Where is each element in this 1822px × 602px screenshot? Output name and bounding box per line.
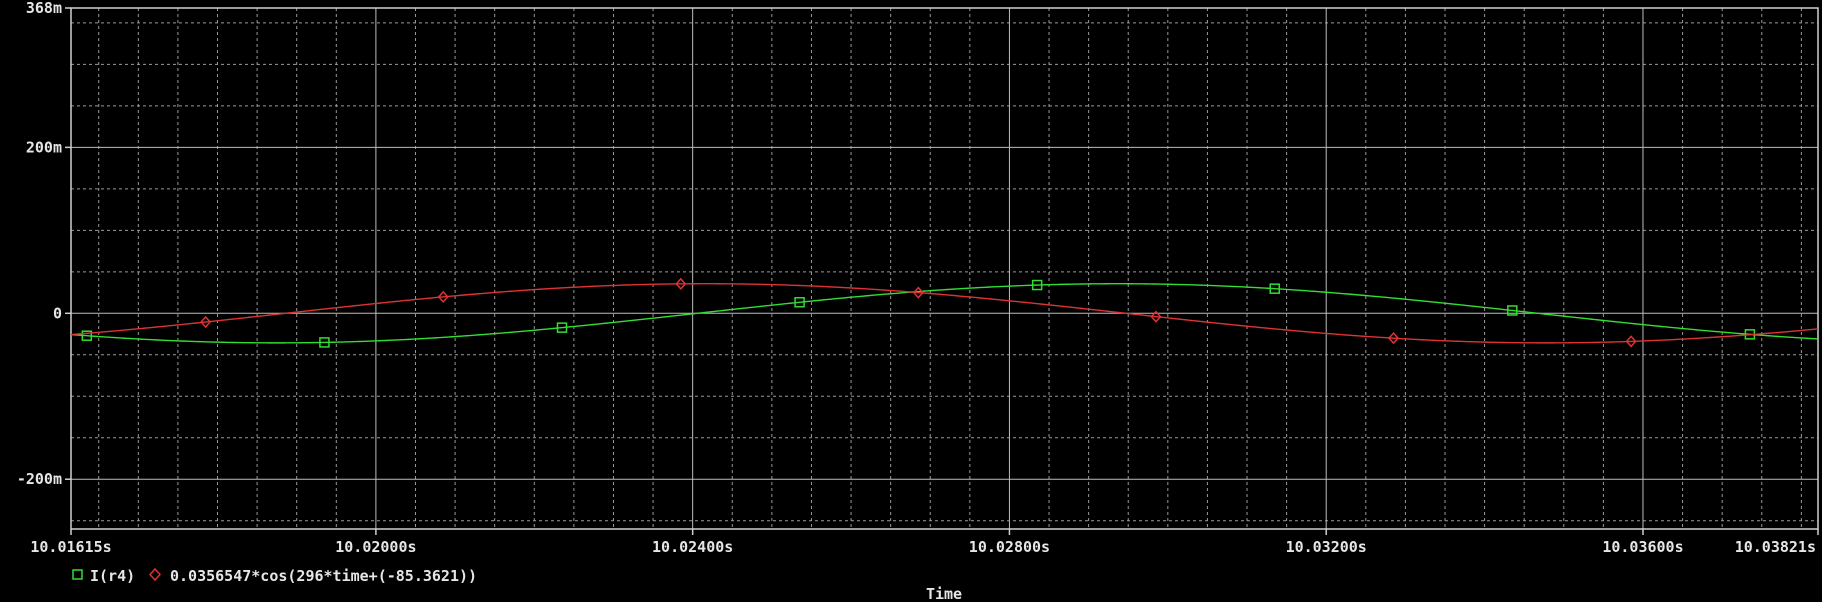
x-tick-labels: 10.01615s 10.02000s 10.02400s 10.02800s 10.0…	[30, 538, 1816, 556]
x-tick-label: 10.03600s	[1602, 538, 1683, 556]
series-2-diamond-point	[675, 277, 687, 290]
legend-diamond-marker-icon	[148, 567, 162, 582]
series-1-square-point	[1031, 279, 1043, 291]
legend-square-marker-icon	[72, 569, 83, 580]
y-tick-label: 0	[53, 304, 62, 322]
y-tick-label: 368m	[26, 0, 62, 17]
series-1-square-point	[794, 297, 805, 308]
x-tick-label: 10.02000s	[335, 538, 416, 556]
series-1-square-point	[1507, 305, 1518, 316]
series-1-square-point	[81, 330, 93, 341]
legend-label-series-2: 0.0356547*cos(296*time+(-85.3621))	[170, 567, 477, 585]
series-2-diamond-point	[912, 286, 924, 299]
y-tick-label: -200m	[17, 470, 62, 488]
x-tick-label: 10.02400s	[652, 538, 733, 556]
series-1-square-point	[556, 322, 568, 333]
plot-frame	[70, 7, 1819, 530]
series-line-1	[70, 283, 1819, 344]
series-1-square-point	[1269, 283, 1280, 294]
axes	[65, 7, 1819, 535]
x-axis-title: Time	[926, 585, 962, 602]
x-tick-label: 10.03821s	[1735, 538, 1816, 556]
series-2-diamond-point	[437, 290, 449, 303]
grid	[71, 8, 1818, 529]
legend-label-series-1: I(r4)	[90, 567, 135, 585]
legend: I(r4) 0.0356547*cos(296*time+(-85.3621))	[72, 567, 477, 585]
y-tick-labels: 368m 200m 0 -200m	[17, 0, 62, 488]
x-tick-label: 10.03200s	[1286, 538, 1367, 556]
y-tick-label: 200m	[26, 138, 62, 156]
series-line-2	[70, 283, 1819, 344]
series-2-diamond-point	[1150, 310, 1162, 323]
series-1-square-point	[319, 337, 330, 348]
series-2-diamond-point	[1388, 332, 1400, 345]
x-tick-label: 10.01615s	[30, 538, 111, 556]
series-2-diamond-point	[200, 315, 212, 329]
series-2-diamond-point	[1625, 335, 1637, 348]
series-traces	[70, 277, 1819, 348]
x-tick-label: 10.02800s	[969, 538, 1050, 556]
